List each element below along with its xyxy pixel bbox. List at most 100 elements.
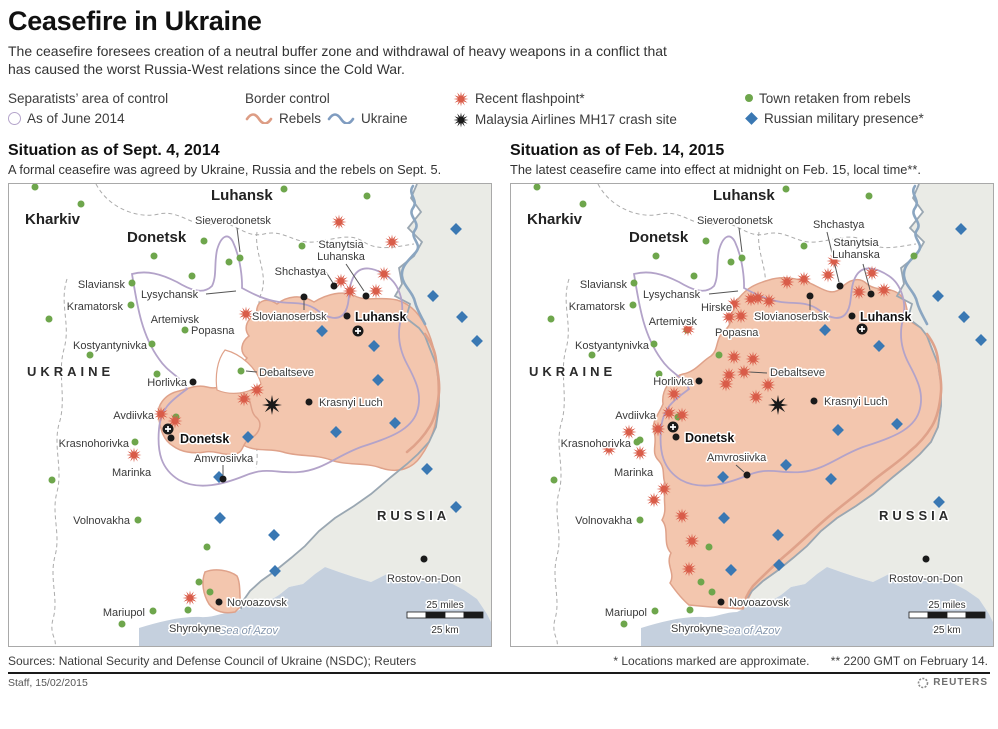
town-retaken-icon (745, 94, 753, 103)
rebel-controlled-area (652, 277, 942, 610)
flashpoint-icon (736, 364, 752, 380)
flashpoint-icon (167, 413, 183, 429)
legend-russian-label: Russian military presence* (764, 110, 924, 126)
flashpoint-icon (333, 273, 349, 289)
town-retaken-icon (697, 578, 705, 586)
map-label: RUSSIA (879, 508, 952, 523)
town-retaken-icon (910, 252, 918, 260)
map-label: Lysychansk (643, 289, 701, 301)
airport-icon (352, 325, 364, 337)
legend-border-heading: Border control (245, 90, 330, 106)
russia-region (241, 183, 491, 622)
label-leader-line (345, 263, 365, 292)
city-dot (743, 471, 751, 479)
town-retaken-icon (629, 301, 637, 309)
flashpoint-icon (864, 265, 880, 281)
map-label: Mariupol (605, 607, 647, 619)
map-label: RUSSIA (377, 508, 450, 523)
town-retaken-icon (620, 620, 628, 628)
map-label: Debaltseve (259, 367, 314, 379)
flashpoint-icon (666, 386, 682, 402)
town-retaken-icon (153, 370, 161, 378)
rebel-border-control-line (741, 332, 943, 610)
town-retaken-icon (48, 476, 56, 484)
map-label: Shchastya (813, 219, 865, 231)
map-label: Avdiivka (615, 410, 657, 422)
town-retaken-icon (636, 516, 644, 524)
flashpoint-icon (761, 293, 777, 309)
rebel-controlled-area (202, 569, 242, 614)
town-retaken-icon (630, 279, 638, 287)
city-dot (922, 555, 930, 563)
town-retaken-icon (188, 272, 196, 280)
mh17-crash-site-icon (768, 394, 788, 415)
flashpoint-icon (674, 407, 690, 423)
map-label: Krasnohorivka (59, 438, 130, 450)
map-heading-sept: Situation as of Sept. 4, 2014 (8, 141, 220, 159)
town-retaken-icon (118, 620, 126, 628)
legend-separatists-item: As of June 2014 (27, 110, 125, 126)
town-retaken-icon (31, 183, 39, 191)
legend-towns-military: Town retaken from rebels Russian militar… (745, 91, 988, 128)
flashpoint-icon (601, 441, 617, 457)
oblast-boundary (597, 183, 917, 248)
map-label: Popasna (191, 325, 235, 337)
footer-rule (8, 671, 990, 674)
city-dot (343, 312, 351, 320)
map-label: Kramatorsk (569, 301, 626, 313)
map-label: Donetsk (127, 229, 187, 246)
airport-icon (162, 423, 174, 435)
town-retaken-icon (690, 272, 698, 280)
footnote-1: * Locations marked are approximate. (613, 653, 810, 668)
legend-border-control: Border control Rebels Ukraine (245, 91, 453, 128)
map-label: Kharkiv (25, 211, 81, 228)
town-retaken-icon (655, 370, 663, 378)
map-label: Mariupol (103, 607, 145, 619)
town-retaken-icon (225, 258, 233, 266)
map-label: Slaviansk (580, 279, 628, 291)
town-retaken-icon (708, 588, 716, 596)
map-label: Amvrosiivka (194, 453, 254, 465)
city-dot (167, 434, 175, 442)
town-retaken-icon (782, 185, 790, 193)
city-dot (806, 292, 814, 300)
mh17-crash-site-icon (262, 394, 282, 415)
map-label: Volnovakha (575, 515, 633, 527)
map-label: Krasnyi Luch (319, 397, 383, 409)
town-retaken-icon (236, 254, 244, 262)
map-label: Sea of Azov (721, 625, 781, 637)
town-retaken-icon (533, 183, 541, 191)
map-label: Shchastya (275, 266, 327, 278)
map-subheading-sept: A formal ceasefire was agreed by Ukraine… (8, 161, 442, 177)
legend-separatists: Separatists’ area of control As of June … (8, 91, 245, 128)
scale-bar: 25 miles 25 km (406, 598, 484, 637)
map-label: Krasnohorivka (561, 438, 632, 450)
flashpoint-icon (674, 508, 690, 524)
flashpoint-icon (249, 382, 265, 398)
flashpoint-icon (779, 274, 795, 290)
city-dot (300, 293, 308, 301)
label-leader-line (748, 371, 768, 374)
city-dot (836, 282, 844, 290)
star-glyph (453, 91, 469, 107)
star-glyph (453, 112, 469, 128)
map-label: Sieverodonetsk (195, 215, 271, 227)
town-retaken-icon (636, 436, 644, 444)
flashpoint-icon (733, 308, 749, 324)
map-label: Shyrokyne (671, 623, 723, 635)
scale-bar: 25 miles 25 km (908, 598, 986, 637)
map-feb-2015: Kharkiv Donetsk Luhansk UKRAINE RUSSIA Sea of… (510, 182, 994, 647)
map-label: Slovianoserbsk (754, 311, 829, 323)
town-retaken-icon (579, 200, 587, 208)
airport-icon (667, 421, 679, 433)
map-label: Novoazovsk (227, 597, 287, 609)
city-dot (305, 398, 313, 406)
flashpoint-icon (796, 271, 812, 287)
town-retaken-icon (45, 315, 53, 323)
flashpoint-icon (182, 590, 198, 606)
map-label: Stanytsia (318, 239, 364, 251)
label-leader-line (738, 227, 743, 252)
town-retaken-icon (131, 438, 139, 446)
town-retaken-icon (650, 340, 658, 348)
